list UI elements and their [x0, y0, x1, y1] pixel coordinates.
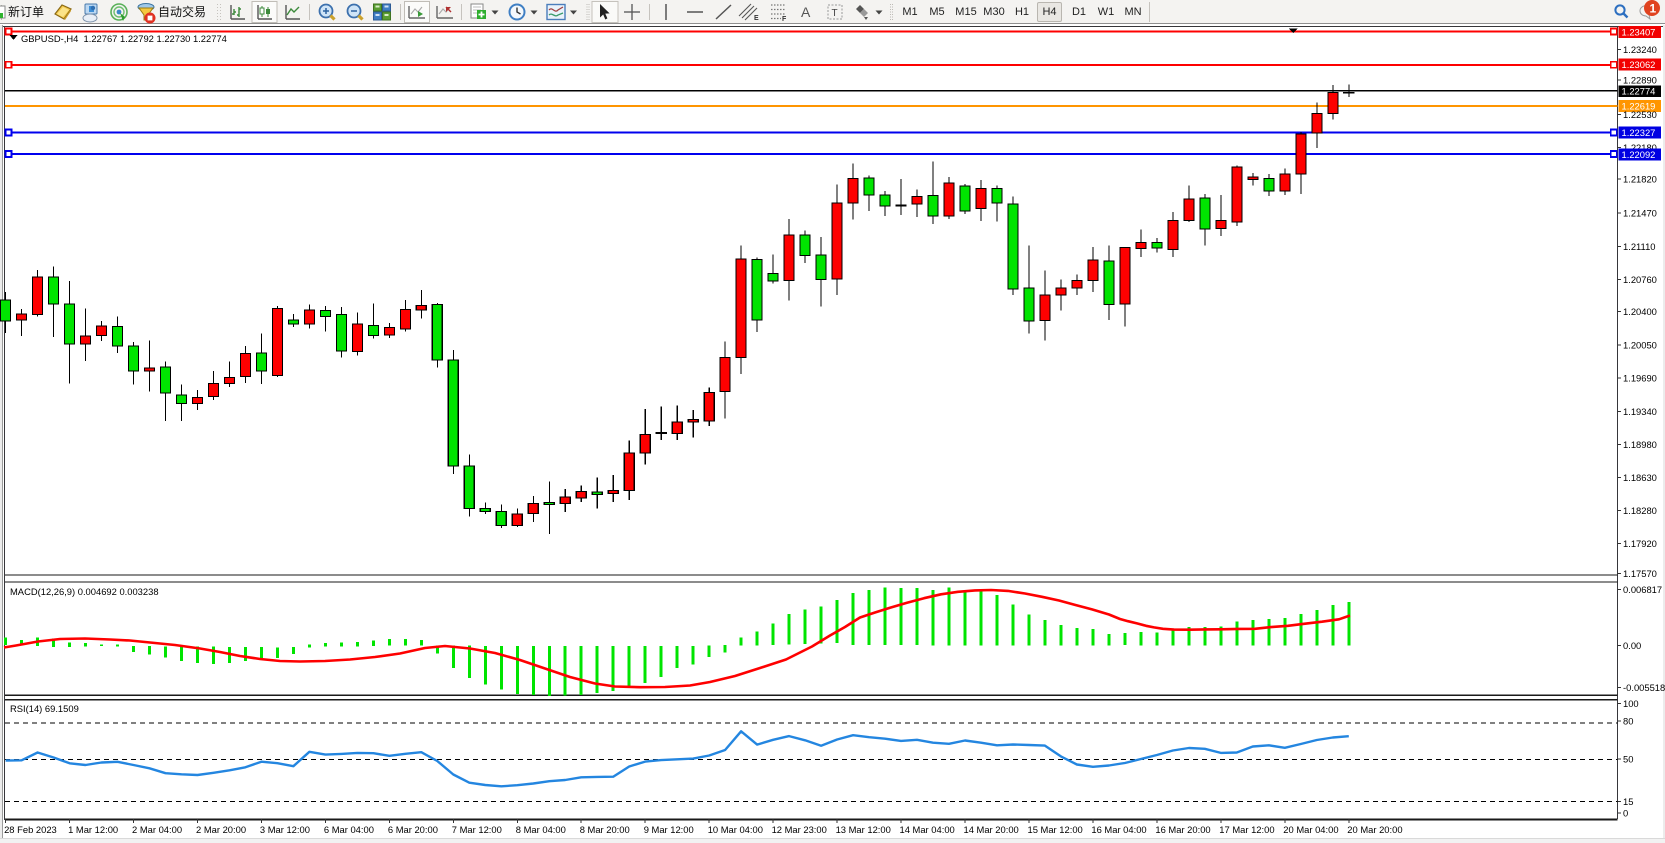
svg-text:1.20400: 1.20400 — [1623, 306, 1657, 317]
svg-text:1.22774: 1.22774 — [1622, 86, 1656, 97]
svg-text:16 Mar 20:00: 16 Mar 20:00 — [1155, 824, 1210, 835]
svg-text:2 Mar 04:00: 2 Mar 04:00 — [132, 824, 182, 835]
svg-text:E: E — [754, 15, 759, 22]
svg-text:15 Mar 12:00: 15 Mar 12:00 — [1028, 824, 1083, 835]
svg-text:1.21470: 1.21470 — [1623, 207, 1657, 218]
svg-text:1.22092: 1.22092 — [1622, 149, 1656, 160]
svg-text:1.21820: 1.21820 — [1623, 173, 1657, 184]
svg-text:1.17920: 1.17920 — [1623, 538, 1657, 549]
svg-text:F: F — [782, 16, 787, 23]
svg-text:3 Mar 12:00: 3 Mar 12:00 — [260, 824, 310, 835]
svg-text:1 Mar 12:00: 1 Mar 12:00 — [68, 824, 118, 835]
svg-text:8 Mar 04:00: 8 Mar 04:00 — [516, 824, 566, 835]
svg-text:1.21110: 1.21110 — [1623, 241, 1656, 252]
svg-text:12 Mar 23:00: 12 Mar 23:00 — [772, 824, 827, 835]
svg-text:10 Mar 04:00: 10 Mar 04:00 — [708, 824, 763, 835]
svg-text:T: T — [832, 8, 838, 19]
svg-text:1.22890: 1.22890 — [1623, 74, 1657, 85]
svg-text:28 Feb 2023: 28 Feb 2023 — [4, 824, 57, 835]
svg-text:80: 80 — [1623, 715, 1633, 726]
svg-text:14 Mar 20:00: 14 Mar 20:00 — [964, 824, 1019, 835]
svg-text:A: A — [801, 4, 811, 20]
svg-text:1.18630: 1.18630 — [1623, 472, 1657, 483]
svg-text:6 Mar 04:00: 6 Mar 04:00 — [324, 824, 374, 835]
svg-text:6 Mar 20:00: 6 Mar 20:00 — [388, 824, 438, 835]
svg-text:0: 0 — [1623, 807, 1628, 818]
svg-text:1.20760: 1.20760 — [1623, 274, 1657, 285]
svg-text:1.22180: 1.22180 — [1623, 142, 1657, 153]
svg-text:1.22530: 1.22530 — [1623, 109, 1657, 120]
svg-text:15: 15 — [1623, 796, 1633, 807]
svg-text:13 Mar 12:00: 13 Mar 12:00 — [836, 824, 891, 835]
svg-text:1.20050: 1.20050 — [1623, 339, 1657, 350]
svg-text:20 Mar 20:00: 20 Mar 20:00 — [1347, 824, 1402, 835]
svg-text:0.006817: 0.006817 — [1623, 584, 1662, 595]
svg-text:17 Mar 12:00: 17 Mar 12:00 — [1219, 824, 1274, 835]
svg-text:1.19690: 1.19690 — [1623, 372, 1657, 383]
svg-text:20 Mar 04:00: 20 Mar 04:00 — [1283, 824, 1338, 835]
svg-text:1.23062: 1.23062 — [1622, 59, 1656, 70]
svg-text:100: 100 — [1623, 698, 1639, 709]
svg-text:1.23240: 1.23240 — [1623, 44, 1657, 55]
svg-text:7 Mar 12:00: 7 Mar 12:00 — [452, 824, 502, 835]
svg-text:1.19340: 1.19340 — [1623, 406, 1657, 417]
svg-text:1.23407: 1.23407 — [1622, 26, 1656, 37]
svg-text:2 Mar 20:00: 2 Mar 20:00 — [196, 824, 246, 835]
svg-text:0.00: 0.00 — [1623, 640, 1641, 651]
svg-text:14 Mar 04:00: 14 Mar 04:00 — [900, 824, 955, 835]
svg-text:50: 50 — [1623, 753, 1633, 764]
svg-text:自动交易: 自动交易 — [158, 4, 206, 19]
svg-text:1.22619: 1.22619 — [1622, 100, 1656, 111]
svg-text:新订单: 新订单 — [8, 4, 44, 19]
svg-text:8 Mar 20:00: 8 Mar 20:00 — [580, 824, 630, 835]
svg-text:1.18280: 1.18280 — [1623, 505, 1657, 516]
svg-text:16 Mar 04:00: 16 Mar 04:00 — [1091, 824, 1146, 835]
svg-text:1.17570: 1.17570 — [1623, 568, 1657, 579]
svg-text:MACD(12,26,9) 0.004692 0.00323: MACD(12,26,9) 0.004692 0.003238 — [10, 586, 159, 597]
svg-text:1.18980: 1.18980 — [1623, 439, 1657, 450]
svg-text:1.22327: 1.22327 — [1622, 127, 1656, 138]
svg-text:9 Mar 12:00: 9 Mar 12:00 — [644, 824, 694, 835]
svg-text:-0.005518: -0.005518 — [1623, 682, 1665, 693]
svg-text:GBPUSD-,H4 1.22767 1.22792 1.: GBPUSD-,H4 1.22767 1.22792 1.22730 1.227… — [21, 33, 227, 44]
svg-text:1: 1 — [1650, 2, 1657, 16]
svg-text:RSI(14) 69.1509: RSI(14) 69.1509 — [10, 703, 79, 714]
